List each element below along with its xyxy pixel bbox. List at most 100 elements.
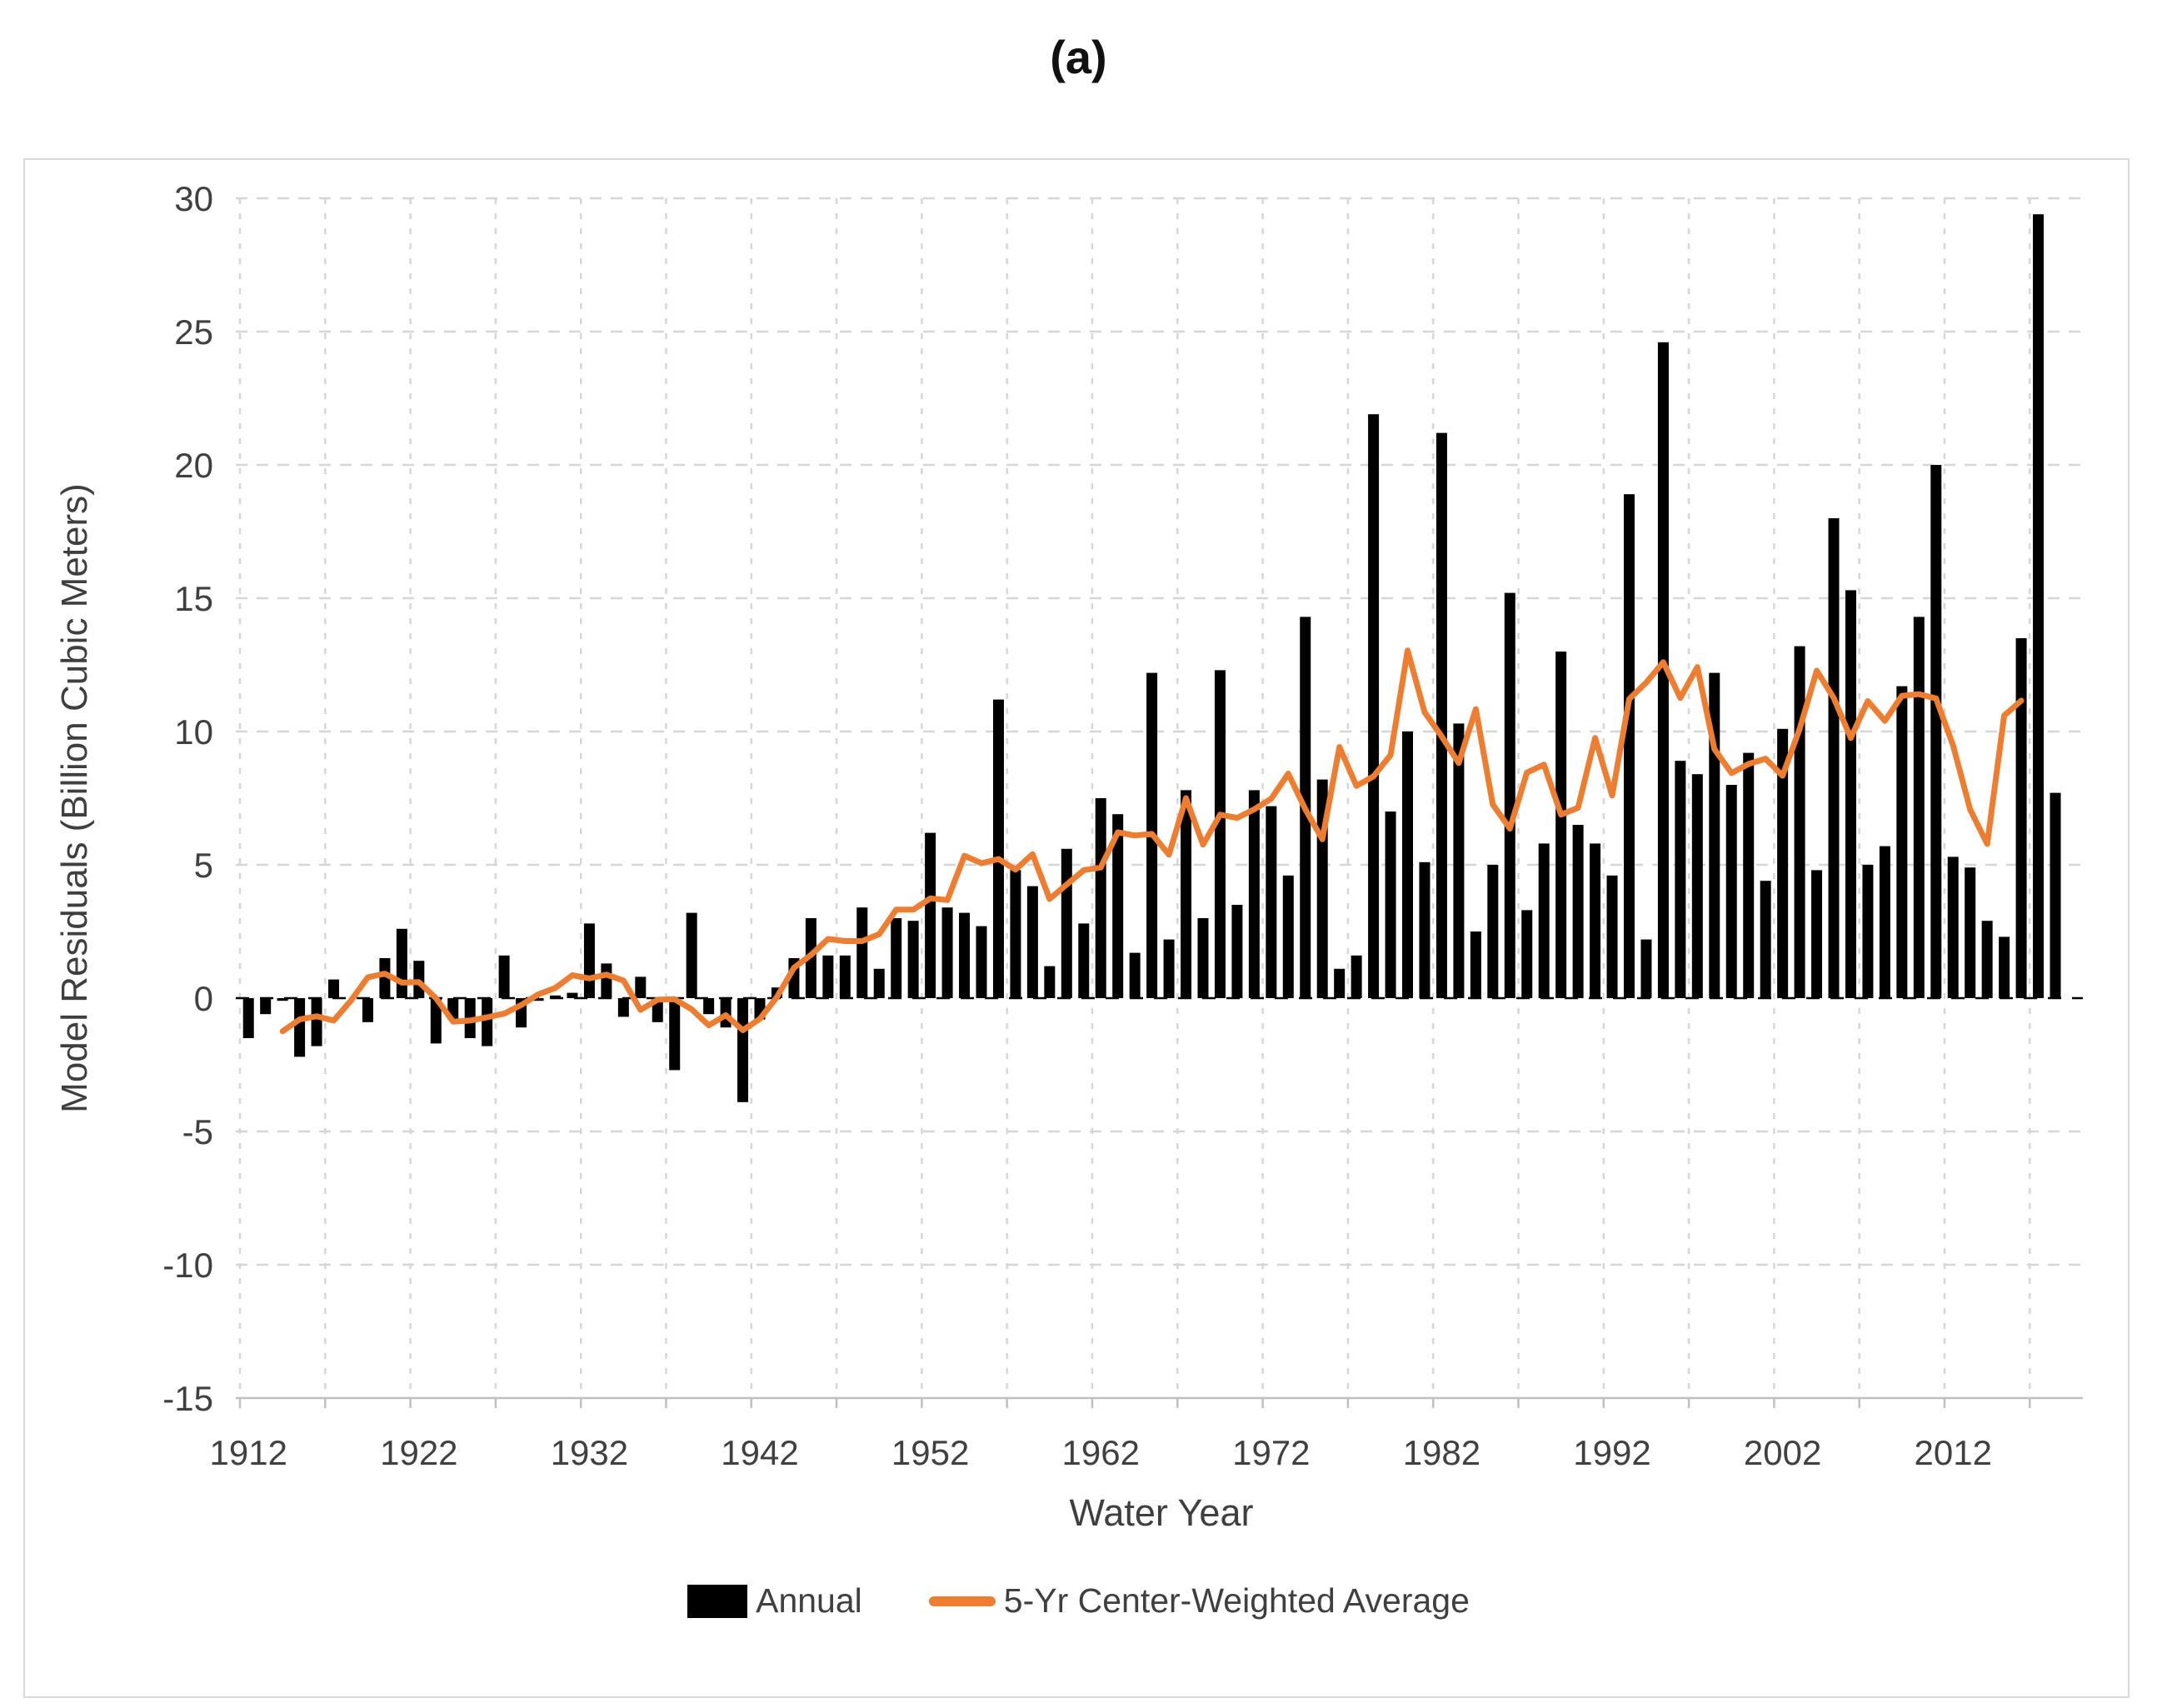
annual-bar-1923 [430,998,442,1044]
annual-bar-1914 [277,998,288,1001]
annual-bar-1977 [1351,955,1362,998]
annual-bar-1919 [362,998,373,1022]
annual-bar-1953 [941,907,953,998]
annual-bar-1912 [242,998,254,1038]
annual-bar-1933 [601,963,612,998]
annual-bar-1988 [1538,843,1550,998]
annual-bar-1937 [669,998,681,1071]
annual-bar-1983 [1453,723,1465,998]
y-tick-label-25: 25 [174,312,213,352]
x-tick-label-1922: 1922 [380,1433,457,1472]
annual-bar-2007 [1862,865,1874,998]
annual-bar-1938 [686,912,697,998]
legend-label-annual: Annual [756,1581,862,1620]
annual-bar-2011 [1930,465,1942,998]
annual-bar-1981 [1419,861,1431,998]
y-tick-label--10: -10 [162,1246,213,1285]
y-axis-title: Model Residuals (Billion Cubic Meters) [54,483,95,1113]
annual-bar-1987 [1521,910,1533,998]
annual-bar-1932 [583,923,595,998]
annual-bar-1957 [1010,870,1021,998]
annual-bar-1994 [1640,939,1652,998]
annual-bar-1967 [1181,790,1192,998]
y-tick-label--5: -5 [182,1112,213,1151]
annual-bar-1993 [1623,494,1635,998]
x-tick-label-1982: 1982 [1403,1433,1480,1472]
annual-bar-1962 [1095,798,1106,998]
annual-bar-2002 [1777,728,1789,998]
annual-bar-1999 [1725,785,1737,998]
y-tick-label-20: 20 [174,446,213,485]
x-tick-label-1972: 1972 [1232,1433,1310,1472]
annual-bar-1964 [1129,952,1141,998]
annual-bar-1958 [1026,886,1038,998]
annual-bar-2009 [1896,686,1908,998]
annual-bar-1980 [1402,732,1414,998]
annual-bar-1968 [1197,918,1209,998]
annual-bar-1985 [1487,865,1499,998]
annual-bar-1997 [1691,774,1703,998]
annual-bar-2010 [1913,617,1925,998]
x-tick-label-1942: 1942 [721,1433,798,1472]
x-tick-label-1962: 1962 [1062,1433,1140,1472]
annual-bar-1961 [1078,923,1090,998]
x-axis-title: Water Year [1069,1491,1254,1534]
annual-bar-2008 [1879,846,1890,998]
y-tick-label-0: 0 [194,979,213,1018]
annual-bar-1989 [1555,652,1567,998]
annual-bar-1972 [1266,806,1277,998]
annual-bar-2000 [1743,752,1755,998]
annual-bar-1921 [396,928,407,998]
annual-bar-2017 [2033,214,2045,998]
annual-bar-1986 [1504,592,1515,998]
y-tick-label--15: -15 [162,1379,213,1418]
annual-bar-1915 [294,998,306,1057]
annual-bar-2014 [1981,921,1993,998]
annual-bar-1916 [311,998,322,1046]
average-line-swatch-icon [928,1596,996,1606]
annual-bar-1991 [1590,843,1601,998]
annual-bar-1954 [959,912,971,998]
annual-bar-1995 [1657,342,1669,998]
legend: Annual 5-Yr Center-Weighted Average [0,1581,2157,1621]
annual-bar-2013 [1965,867,1976,998]
annual-bar-1947 [839,955,851,998]
y-tick-label-5: 5 [194,846,213,885]
legend-label-average: 5-Yr Center-Weighted Average [1003,1581,1470,1620]
annual-bar-1990 [1572,825,1584,998]
annual-bar-1935 [635,976,647,998]
x-tick-label-1912: 1912 [210,1433,287,1472]
annual-bar-1996 [1675,761,1686,998]
x-tick-label-1992: 1992 [1573,1433,1650,1472]
x-tick-label-2012: 2012 [1915,1433,1992,1472]
x-tick-label-2002: 2002 [1744,1433,1821,1472]
x-tick-label-1952: 1952 [891,1433,969,1472]
annual-bar-1929 [532,998,544,1001]
annual-bar-1992 [1606,875,1618,998]
annual-bar-1966 [1163,939,1175,998]
annual-bar-1941 [737,998,749,1102]
annual-bar-1971 [1248,790,1260,998]
moving-average-line [279,647,2025,1035]
y-tick-label-15: 15 [174,579,213,618]
annual-bar-1949 [873,968,885,998]
annual-bar-1970 [1231,905,1243,998]
annual-bar-1960 [1061,848,1072,998]
annual-bar-1946 [822,955,834,998]
annual-bar-1956 [992,699,1004,998]
annual-bar-2001 [1760,881,1771,998]
y-tick-label-30: 30 [174,179,213,218]
annual-bar-2018 [2050,792,2061,998]
annual-bar-1948 [856,907,868,998]
annual-bar-1955 [976,926,987,998]
annual-bar-1963 [1112,814,1124,998]
annual-bar-1976 [1334,968,1346,998]
annual-bar-1984 [1470,931,1481,998]
annual-bar-1939 [703,998,715,1015]
annual-bar-swatch-icon [687,1584,748,1618]
annual-bar-2003 [1794,646,1805,998]
y-tick-label-10: 10 [174,712,213,752]
annual-bar-1950 [891,918,902,998]
